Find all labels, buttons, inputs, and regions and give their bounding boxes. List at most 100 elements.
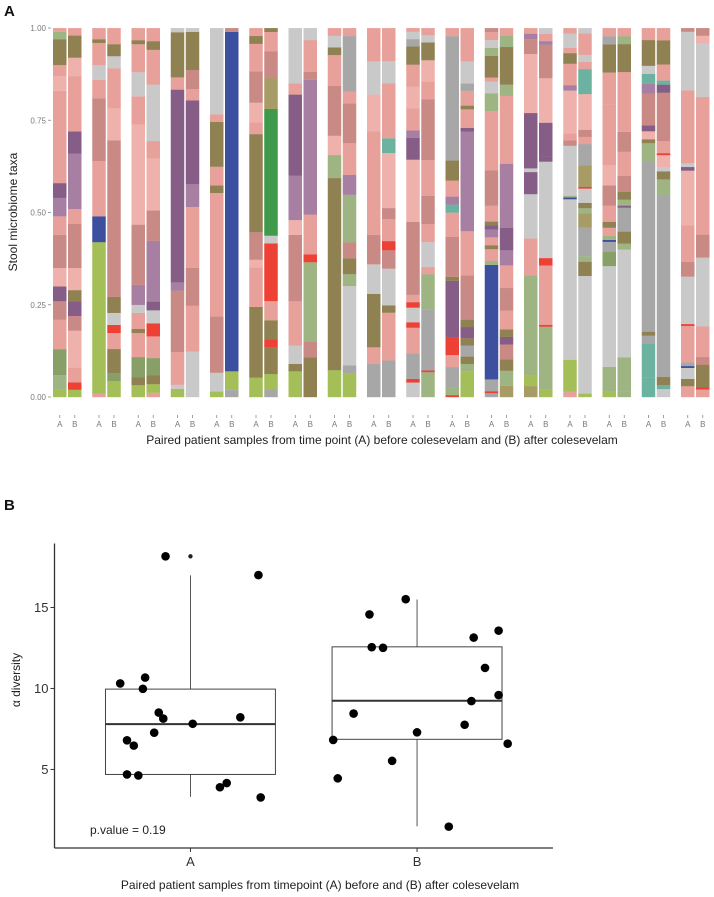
bar-segment [641,83,656,94]
bar-segment [406,31,420,40]
bar-segment [681,31,695,91]
bar-segment [460,356,474,364]
bar-segment [602,390,616,398]
bar-segment [264,28,278,33]
box-B [331,646,503,740]
bar-segment [656,84,671,93]
bar-segment [539,155,553,162]
x-tick-label: A [685,420,691,429]
bar-segment [303,262,317,342]
bar-segment [131,304,145,313]
bar-segment [68,389,82,398]
bar-segment [524,28,538,34]
bar-segment [53,286,67,302]
bar-segment [617,205,631,208]
bar-segment [499,227,514,251]
x-tick-label: A [253,420,259,429]
bar-segment [68,28,82,36]
bar-segment [249,102,263,123]
x-tick-label: B [582,420,587,429]
bar-segment [656,155,671,168]
bar-segment [460,28,474,62]
bar-segment [107,108,121,141]
bar-segment [68,57,82,77]
bar-segment [288,83,302,95]
bar-segment [641,73,656,84]
bar-segment [92,28,106,40]
bar-segment [68,208,82,224]
bar-segment [499,28,514,36]
bar-segment [303,71,317,80]
bar-segment [92,216,106,243]
bar-segment [445,180,459,197]
y-tick-label: 1.00 [30,24,46,33]
bar-segment [681,323,695,326]
bar-segment [539,122,553,157]
bar-segment [92,79,106,99]
bar-segment [421,159,435,196]
bar-segment [696,356,710,365]
data-point [149,728,159,737]
bar-segment [53,374,67,390]
bar-segment [382,207,396,220]
bar-segment [382,83,396,139]
bar-segment [53,197,67,217]
bar-segment [421,35,435,43]
bar-segment [578,54,592,63]
bar-segment [210,114,224,122]
bar-segment [406,378,420,383]
bar-segment [539,161,553,259]
bar-segment [288,28,302,84]
x-tick-label: B [700,420,705,429]
bar-segment [445,280,459,338]
y-tick-label: 0.75 [30,116,46,125]
bar-segment [249,232,263,260]
data-point [254,570,263,580]
bar-segment [249,28,263,37]
bar-segment [68,267,82,291]
x-tick-label: A [528,420,534,429]
bar-segment [499,35,514,48]
x-tick-label: B [151,420,156,429]
bar-segment [563,145,577,196]
bar-segment [303,39,317,72]
bar-segment [406,221,420,295]
bar-segment [68,289,82,302]
bar-segment [327,154,342,179]
bar-segment [602,165,616,186]
x-tick-label: B [229,420,234,429]
bar-segment [68,35,82,58]
outlier-point [188,554,193,559]
bar-segment [524,238,538,276]
bar-segment [406,137,420,160]
bar-segment [367,234,381,265]
bar-segment [210,121,224,167]
bar-segment [185,305,200,352]
bar-segment [382,268,396,306]
bar-segment [484,47,499,56]
bar-segment [406,327,420,354]
bar-segment [484,39,499,48]
bar-segment [445,336,459,342]
bar-segment [460,363,474,372]
bar-segment [288,345,302,364]
bar-segment [578,227,592,257]
bar-segment [484,249,499,262]
bar-segment [53,64,67,77]
bar-segment [445,36,459,161]
bar-segment [264,108,278,236]
bar-segment [499,344,514,360]
bar-segment [563,195,577,198]
bar-segment [382,240,396,251]
bar-segment [367,61,381,95]
bar-segment [602,265,616,367]
bar-segment [445,394,459,398]
bar-segment [484,260,499,265]
bar-segment [146,383,160,393]
bar-segment [484,55,499,78]
bar-segment [225,371,239,390]
bar-segment [563,63,577,86]
bar-segment [68,367,82,383]
bar-segment [92,42,106,66]
